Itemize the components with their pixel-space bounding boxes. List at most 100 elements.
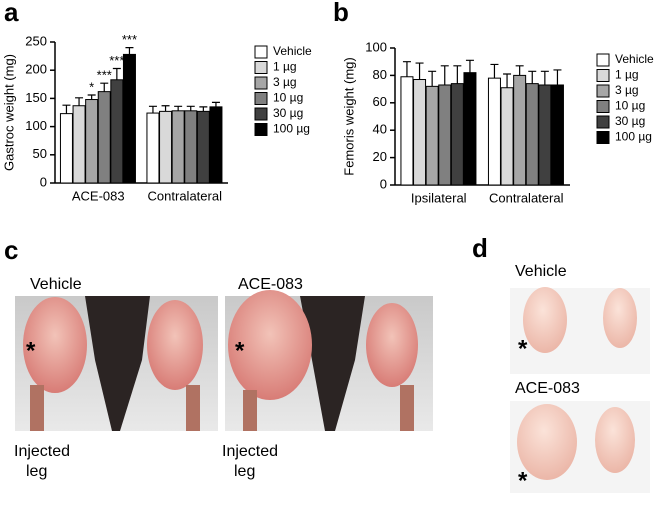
bar (425, 85, 439, 186)
bar (59, 113, 73, 184)
legend-label: 100 µg (273, 122, 310, 136)
legend-swatch (596, 53, 610, 67)
legend-label: 30 µg (615, 114, 645, 128)
caption: leg (26, 463, 47, 480)
image-label: Vehicle (30, 276, 82, 293)
error-bar (161, 105, 170, 112)
injected-mark: * (518, 467, 528, 494)
injected-mark: * (26, 337, 36, 364)
photo (510, 401, 650, 493)
bar (122, 53, 136, 184)
error-bar (186, 105, 195, 111)
legend-swatch (596, 131, 610, 144)
bar (72, 105, 86, 184)
bar (85, 99, 99, 184)
bar (487, 77, 501, 186)
x-tick-label: Ipsilateral (411, 190, 467, 205)
panel-letter: b (333, 0, 349, 27)
error-bar (503, 73, 512, 88)
legend-swatch (254, 45, 268, 59)
caption: leg (234, 463, 255, 480)
error-bar (87, 94, 96, 100)
y-axis-label: Femoris weight (mg) (341, 57, 356, 175)
legend-label: Vehicle (273, 44, 312, 58)
error-bar (453, 65, 462, 84)
bar (525, 83, 539, 186)
error-bar (415, 62, 424, 80)
legend-label: 1 µg (615, 68, 639, 82)
legend-swatch (596, 100, 610, 113)
y-tick-label: 80 (373, 67, 387, 82)
significance: * (89, 79, 94, 94)
bar (513, 74, 527, 186)
legend-swatch (596, 84, 610, 98)
bar (450, 83, 464, 186)
significance: *** (109, 53, 124, 68)
bar (538, 84, 552, 186)
bar (110, 79, 124, 184)
bar (463, 72, 477, 186)
significance: *** (97, 68, 112, 83)
error-bar (528, 70, 537, 84)
error-bar (75, 97, 84, 106)
image-label: ACE-083 (515, 380, 580, 397)
error-bar (148, 105, 157, 114)
y-axis-label: Gastroc weight (mg) (1, 54, 16, 171)
image-label: ACE-083 (238, 276, 303, 293)
photo (510, 287, 650, 374)
caption: Injected (222, 443, 278, 460)
legend-label: 100 µg (615, 130, 652, 144)
bar (550, 84, 564, 186)
legend-label: Vehicle (615, 52, 654, 66)
legend-swatch (254, 76, 268, 90)
y-tick-label: 20 (373, 149, 387, 164)
significance: *** (122, 32, 137, 47)
injected-mark: * (235, 337, 245, 364)
bar (171, 110, 185, 184)
legend-label: 3 µg (273, 75, 297, 89)
bar (400, 76, 414, 186)
legend-label: 1 µg (273, 60, 297, 74)
photo (225, 290, 433, 431)
error-bar (515, 65, 524, 76)
panel-letter: d (472, 233, 488, 263)
bar (146, 112, 160, 184)
bar (184, 110, 198, 184)
error-bar (540, 70, 549, 85)
error-bar (100, 82, 109, 92)
bar (209, 106, 223, 184)
legend-swatch (596, 69, 610, 82)
x-tick-label: ACE-083 (72, 188, 125, 203)
error-bar (440, 65, 449, 85)
y-tick-label: 40 (373, 122, 387, 137)
y-tick-label: 150 (25, 90, 47, 105)
legend-label: 10 µg (273, 91, 303, 105)
legend-swatch (254, 107, 268, 121)
legend-swatch (596, 115, 610, 129)
injected-mark: * (518, 335, 528, 362)
y-tick-label: 50 (33, 146, 47, 161)
bar (97, 91, 111, 184)
y-tick-label: 60 (373, 94, 387, 109)
legend-swatch (254, 123, 268, 136)
bar (500, 87, 514, 186)
y-tick-label: 0 (40, 174, 47, 189)
legend-label: 10 µg (615, 99, 645, 113)
error-bar (465, 59, 474, 73)
legend-swatch (254, 61, 268, 74)
bar (438, 84, 452, 186)
x-tick-label: Contralateral (148, 188, 223, 203)
error-bar (490, 63, 499, 79)
error-bar (125, 47, 134, 55)
panel-letter: c (4, 235, 18, 265)
legend-label: 30 µg (273, 106, 303, 120)
error-bar (62, 104, 71, 114)
photo (15, 296, 218, 431)
error-bar (553, 69, 562, 85)
legend-label: 3 µg (615, 83, 639, 97)
y-tick-label: 200 (25, 62, 47, 77)
error-bar (112, 67, 121, 80)
y-tick-label: 100 (25, 118, 47, 133)
bar (159, 110, 173, 184)
